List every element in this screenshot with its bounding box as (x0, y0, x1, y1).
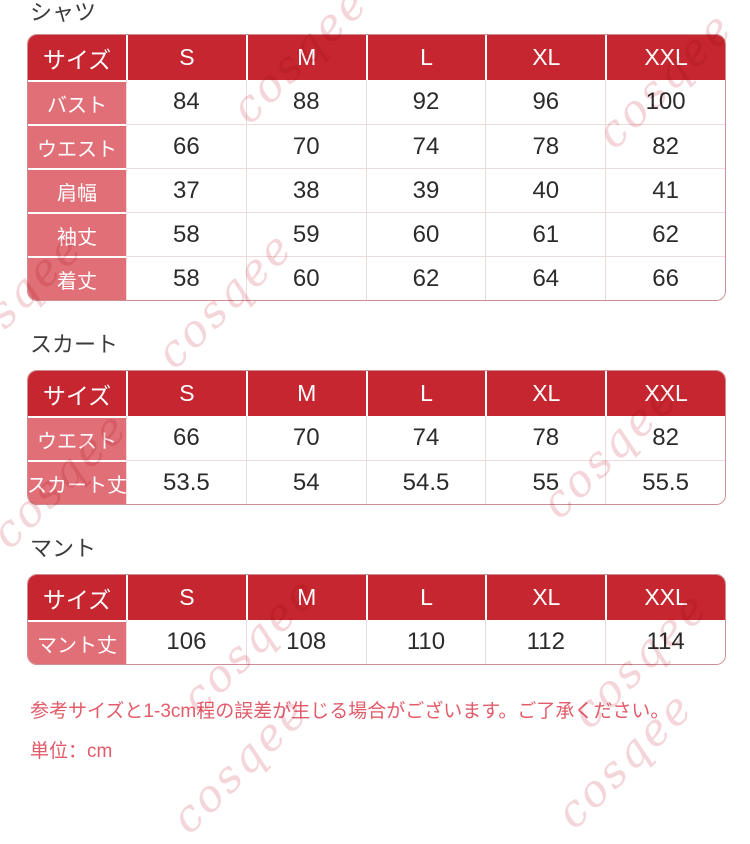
table-row: スカート丈 53.5 54 54.5 55 55.5 (28, 460, 725, 504)
header-cell: XXL (605, 575, 725, 620)
unit-note: 単位：cm (30, 741, 113, 762)
size-chart-page: シャツ サイズ S M L XL XXL バスト 84 88 92 96 100 ウエスト 66 70 74 78… (27, 0, 726, 762)
table-row: 着丈 58 60 62 64 66 (28, 256, 725, 300)
value-cell: 78 (485, 124, 606, 168)
table-header-row: サイズ S M L XL XXL (28, 371, 725, 416)
value-cell: 84 (126, 80, 246, 124)
table-row: ウエスト 66 70 74 78 82 (28, 124, 725, 168)
table-row: バスト 84 88 92 96 100 (28, 80, 725, 124)
size-table: サイズ S M L XL XXL バスト 84 88 92 96 100 ウエスト 66 70 74 78 82 肩… (27, 34, 726, 301)
value-cell: 114 (605, 620, 725, 664)
header-cell: XL (485, 575, 606, 620)
value-cell: 74 (365, 124, 486, 168)
size-chart-section: スカート サイズ S M L XL XXL ウエスト 66 70 74 78 82 スカート丈 53.5 54… (27, 332, 726, 505)
header-cell: L (365, 371, 486, 416)
size-table: サイズ S M L XL XXL ウエスト 66 70 74 78 82 スカート丈 53.5 54 54.5… (27, 370, 726, 505)
row-label-cell: マント丈 (28, 620, 126, 664)
table-row: 肩幅 37 38 39 40 41 (28, 168, 725, 212)
value-cell: 60 (365, 212, 486, 256)
value-cell: 59 (245, 212, 366, 256)
value-cell: 62 (605, 212, 725, 256)
size-charts: シャツ サイズ S M L XL XXL バスト 84 88 92 96 100 ウエスト 66 70 74 78… (27, 0, 726, 665)
value-cell: 82 (605, 416, 725, 460)
header-cell: サイズ (28, 575, 126, 620)
table-row: マント丈 106 108 110 112 114 (28, 620, 725, 664)
value-cell: 40 (485, 168, 606, 212)
header-cell: XL (485, 371, 606, 416)
value-cell: 88 (245, 80, 366, 124)
table-header-row: サイズ S M L XL XXL (28, 35, 725, 80)
header-cell: S (126, 371, 246, 416)
header-cell: M (245, 35, 366, 80)
value-cell: 62 (365, 256, 486, 300)
value-cell: 55 (485, 460, 606, 504)
table-header-row: サイズ S M L XL XXL (28, 575, 725, 620)
row-label-cell: 肩幅 (28, 168, 126, 212)
header-cell: サイズ (28, 371, 126, 416)
value-cell: 39 (365, 168, 486, 212)
value-cell: 96 (485, 80, 606, 124)
value-cell: 55.5 (605, 460, 725, 504)
size-chart-section: シャツ サイズ S M L XL XXL バスト 84 88 92 96 100 ウエスト 66 70 74 78… (27, 0, 726, 301)
header-cell: L (365, 35, 486, 80)
value-cell: 108 (245, 620, 366, 664)
value-cell: 58 (126, 212, 246, 256)
value-cell: 66 (126, 124, 246, 168)
value-cell: 100 (605, 80, 725, 124)
value-cell: 60 (245, 256, 366, 300)
header-cell: サイズ (28, 35, 126, 80)
value-cell: 110 (365, 620, 486, 664)
section-title: スカート (30, 332, 119, 357)
value-cell: 54.5 (365, 460, 486, 504)
value-cell: 112 (485, 620, 606, 664)
value-cell: 82 (605, 124, 725, 168)
header-cell: S (126, 35, 246, 80)
row-label-cell: スカート丈 (28, 460, 126, 504)
header-cell: M (245, 371, 366, 416)
value-cell: 70 (245, 124, 366, 168)
value-cell: 54 (245, 460, 366, 504)
header-cell: XXL (605, 371, 725, 416)
section-title: シャツ (30, 0, 97, 25)
value-cell: 61 (485, 212, 606, 256)
row-label-cell: ウエスト (28, 416, 126, 460)
row-label-cell: ウエスト (28, 124, 126, 168)
size-chart-section: マント サイズ S M L XL XXL マント丈 106 108 110 112 114 (27, 536, 726, 665)
value-cell: 66 (126, 416, 246, 460)
row-label-cell: バスト (28, 80, 126, 124)
size-note: 参考サイズと1-3cm程の誤差が生じる場合がございます。ご了承ください。 (30, 701, 670, 722)
header-cell: M (245, 575, 366, 620)
header-cell: XL (485, 35, 606, 80)
value-cell: 74 (365, 416, 486, 460)
value-cell: 58 (126, 256, 246, 300)
value-cell: 37 (126, 168, 246, 212)
value-cell: 92 (365, 80, 486, 124)
table-row: 袖丈 58 59 60 61 62 (28, 212, 725, 256)
size-table: サイズ S M L XL XXL マント丈 106 108 110 112 114 (27, 574, 726, 665)
table-row: ウエスト 66 70 74 78 82 (28, 416, 725, 460)
value-cell: 70 (245, 416, 366, 460)
row-label-cell: 着丈 (28, 256, 126, 300)
header-cell: L (365, 575, 486, 620)
section-title: マント (30, 536, 97, 561)
row-label-cell: 袖丈 (28, 212, 126, 256)
value-cell: 64 (485, 256, 606, 300)
header-cell: XXL (605, 35, 725, 80)
value-cell: 106 (126, 620, 246, 664)
value-cell: 41 (605, 168, 725, 212)
value-cell: 66 (605, 256, 725, 300)
value-cell: 53.5 (126, 460, 246, 504)
value-cell: 38 (245, 168, 366, 212)
header-cell: S (126, 575, 246, 620)
value-cell: 78 (485, 416, 606, 460)
